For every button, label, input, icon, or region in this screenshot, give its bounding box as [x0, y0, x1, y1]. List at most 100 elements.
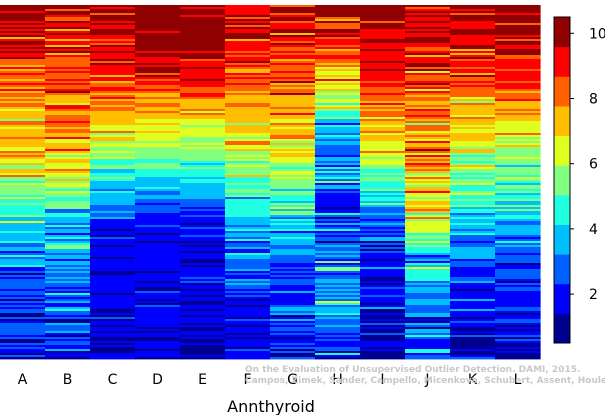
- heatmap-cell: [315, 295, 361, 298]
- heatmap-cell: [180, 157, 226, 160]
- heatmap-cell: [405, 181, 451, 184]
- heatmap-cell: [45, 63, 91, 66]
- heatmap-cell: [450, 55, 496, 58]
- heatmap-cell: [360, 317, 406, 320]
- heatmap-cell: [225, 153, 271, 156]
- heatmap-cell: [90, 129, 136, 132]
- heatmap-cell: [225, 229, 271, 232]
- heatmap-cell: [90, 235, 136, 238]
- heatmap-cell: [360, 297, 406, 300]
- heatmap-cell: [270, 327, 316, 330]
- heatmap-cell: [270, 37, 316, 40]
- heatmap-cell: [270, 59, 316, 62]
- heatmap-cell: [225, 313, 271, 316]
- heatmap-cell: [450, 125, 496, 128]
- heatmap-cell: [0, 353, 46, 356]
- heatmap-cell: [180, 163, 226, 166]
- heatmap-cell: [315, 33, 361, 36]
- heatmap-cell: [180, 169, 226, 172]
- heatmap-cell: [225, 87, 271, 90]
- heatmap-cell: [225, 311, 271, 314]
- heatmap-cell: [405, 271, 451, 274]
- heatmap-cell: [270, 269, 316, 272]
- heatmap-cell: [180, 99, 226, 102]
- heatmap-cell: [495, 337, 541, 340]
- heatmap-cell: [0, 59, 46, 62]
- heatmap-cell: [315, 219, 361, 222]
- heatmap-cell: [360, 325, 406, 328]
- heatmap-cell: [45, 341, 91, 344]
- heatmap-cell: [315, 179, 361, 182]
- heatmap-cell: [135, 135, 181, 138]
- heatmap-cell: [270, 231, 316, 234]
- heatmap-cell: [90, 123, 136, 126]
- heatmap-cell: [405, 275, 451, 278]
- heatmap-cell: [495, 173, 541, 176]
- heatmap-cell: [270, 95, 316, 98]
- heatmap-cell: [180, 315, 226, 318]
- heatmap-cell: [450, 293, 496, 296]
- heatmap-cell: [0, 103, 46, 106]
- heatmap-cell: [225, 11, 271, 14]
- heatmap-cell: [0, 89, 46, 92]
- heatmap-cell: [360, 21, 406, 24]
- heatmap-cell: [0, 101, 46, 104]
- heatmap-cell: [90, 305, 136, 308]
- heatmap-cell: [135, 175, 181, 178]
- heatmap-cell: [90, 263, 136, 266]
- heatmap-cell: [0, 305, 46, 308]
- heatmap-cell: [450, 165, 496, 168]
- heatmap-cell: [270, 19, 316, 22]
- heatmap-cell: [225, 143, 271, 146]
- heatmap-cell: [90, 27, 136, 30]
- heatmap-cell: [405, 191, 451, 194]
- heatmap-cell: [315, 41, 361, 44]
- heatmap-cell: [270, 233, 316, 236]
- heatmap-cell: [0, 249, 46, 252]
- heatmap-cell: [45, 299, 91, 302]
- heatmap-cell: [225, 211, 271, 214]
- heatmap-cell: [180, 285, 226, 288]
- heatmap-cell: [495, 137, 541, 140]
- heatmap-cell: [360, 101, 406, 104]
- heatmap-cell: [90, 331, 136, 334]
- heatmap-cell: [450, 83, 496, 86]
- heatmap-cell: [360, 335, 406, 338]
- heatmap-cell: [135, 33, 181, 36]
- heatmap-cell: [450, 135, 496, 138]
- heatmap-cell: [135, 105, 181, 108]
- heatmap-cell: [360, 165, 406, 168]
- heatmap-cell: [225, 203, 271, 206]
- heatmap-cell: [360, 65, 406, 68]
- heatmap-cell: [180, 273, 226, 276]
- heatmap-cell: [180, 55, 226, 58]
- heatmap-cell: [405, 347, 451, 350]
- heatmap-cell: [360, 291, 406, 294]
- heatmap-cell: [270, 241, 316, 244]
- heatmap-cell: [45, 23, 91, 26]
- heatmap-cell: [0, 303, 46, 306]
- heatmap-cell: [450, 163, 496, 166]
- heatmap-cell: [0, 281, 46, 284]
- heatmap-cell: [450, 239, 496, 242]
- heatmap-cell: [270, 181, 316, 184]
- heatmap-cell: [315, 187, 361, 190]
- heatmap-cell: [45, 61, 91, 64]
- heatmap-cell: [270, 299, 316, 302]
- heatmap-cell: [450, 167, 496, 170]
- heatmap-cell: [495, 299, 541, 302]
- heatmap-cell: [90, 173, 136, 176]
- heatmap-cell: [45, 251, 91, 254]
- colorbar-label-10: 10: [589, 26, 605, 42]
- heatmap-cell: [45, 351, 91, 354]
- heatmap-cell: [45, 309, 91, 312]
- heatmap-cell: [45, 15, 91, 18]
- heatmap-cell: [270, 29, 316, 32]
- heatmap-cell: [180, 111, 226, 114]
- heatmap-cell: [270, 289, 316, 292]
- heatmap-cell: [495, 115, 541, 118]
- heatmap-cell: [405, 339, 451, 342]
- heatmap-cell: [225, 113, 271, 116]
- heatmap-cell: [45, 347, 91, 350]
